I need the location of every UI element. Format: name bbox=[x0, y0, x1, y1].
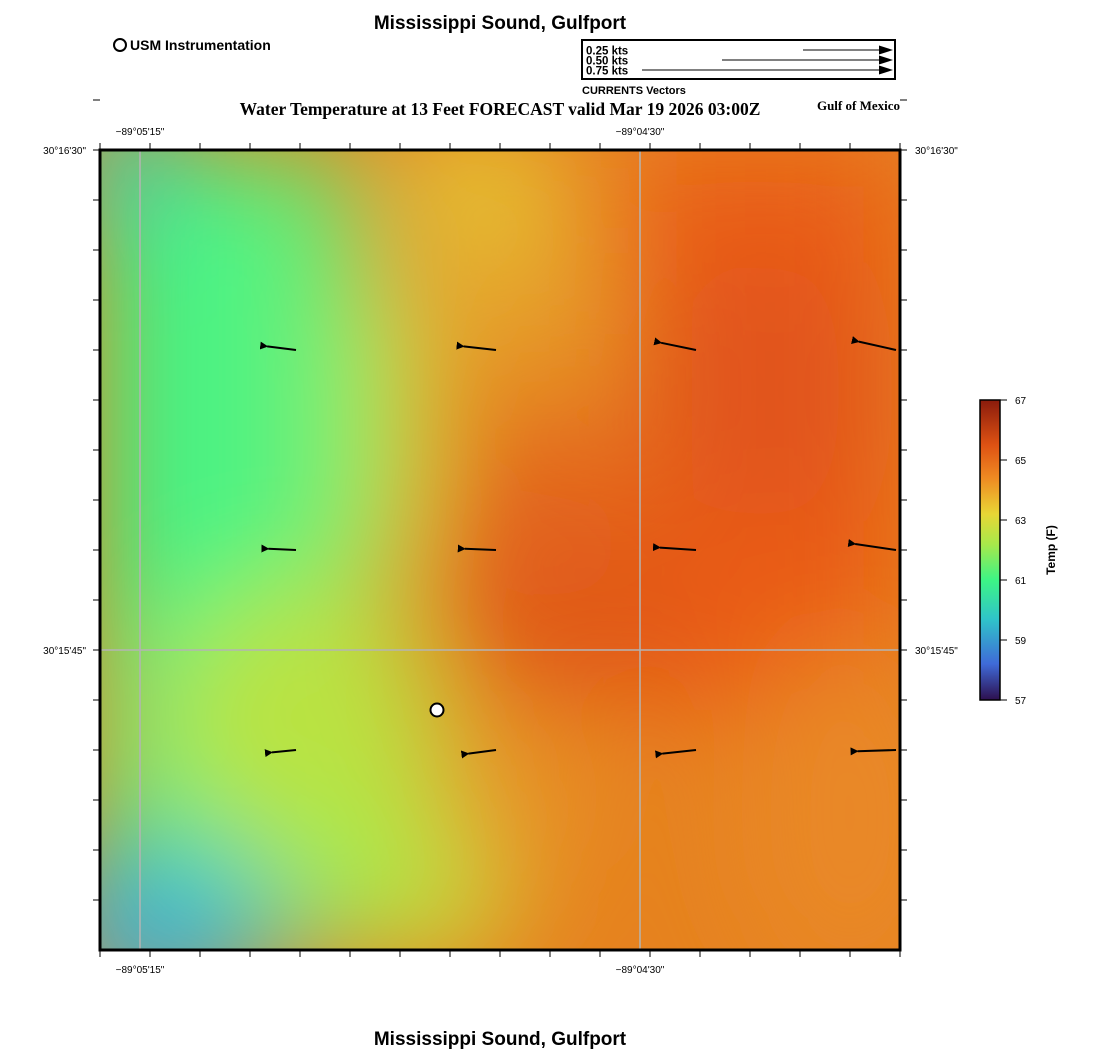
current-vector bbox=[850, 747, 897, 756]
legend-arrowhead-050 bbox=[879, 55, 893, 65]
current-vectors bbox=[259, 336, 897, 759]
lon-label-bottom-2: −89°04'30" bbox=[616, 965, 665, 976]
current-vector bbox=[460, 749, 497, 759]
vector-legend-entry-025: 0.25 kts bbox=[586, 46, 628, 58]
vector-legend: 0.25 kts 0.50 kts 0.75 kts CURRENTS Vect… bbox=[581, 39, 896, 97]
lon-label-bottom-1: −89°05'15" bbox=[116, 965, 165, 976]
vector-legend-caption: CURRENTS Vectors bbox=[582, 85, 686, 97]
region-label: Gulf of Mexico bbox=[817, 98, 900, 113]
lat-label-right-2: 30°15'45" bbox=[915, 646, 958, 657]
current-vector bbox=[259, 341, 297, 351]
colorbar-scale bbox=[979, 399, 1001, 701]
current-vector bbox=[264, 749, 297, 758]
vector-legend-entry-050: 0.50 kts bbox=[586, 56, 628, 68]
colorbar-tick-label: 63 bbox=[1015, 516, 1027, 527]
graticule bbox=[100, 150, 900, 950]
vector-legend-entry-075: 0.75 kts bbox=[586, 66, 628, 78]
frame-ticks bbox=[93, 99, 907, 957]
colorbar-tick-label: 59 bbox=[1015, 636, 1027, 647]
station-legend-label: USM Instrumentation bbox=[130, 37, 271, 53]
colorbar-ticks: 67 65 63 61 59 57 bbox=[1000, 396, 1027, 707]
location-title: Mississippi Sound, Gulfport bbox=[374, 13, 627, 34]
current-vector bbox=[653, 337, 697, 351]
current-vector bbox=[655, 749, 697, 759]
colorbar-tick-label: 57 bbox=[1015, 696, 1027, 707]
current-vector bbox=[652, 543, 697, 552]
legend-arrowhead-025 bbox=[879, 45, 893, 55]
map-title: Water Temperature at 13 Feet FORECAST va… bbox=[240, 99, 761, 119]
current-vector bbox=[457, 544, 497, 553]
colorbar: 67 65 63 61 59 57 Temp (F) bbox=[979, 396, 1058, 707]
colorbar-tick-label: 65 bbox=[1015, 456, 1027, 467]
lat-label-left-1: 30°16'30" bbox=[43, 146, 86, 157]
current-vector bbox=[851, 336, 897, 351]
usm-station-marker[interactable] bbox=[429, 702, 445, 718]
current-vector bbox=[261, 544, 297, 553]
colorbar-tick-label: 67 bbox=[1015, 396, 1027, 407]
open-circle-icon bbox=[113, 38, 127, 52]
lon-label-top-1: −89°05'15" bbox=[116, 127, 165, 138]
colorbar-tick-label: 61 bbox=[1015, 576, 1027, 587]
colorbar-label: Temp (F) bbox=[1044, 525, 1058, 575]
footer-title: Mississippi Sound, Gulfport bbox=[374, 1029, 627, 1050]
station-legend: USM Instrumentation bbox=[113, 37, 271, 53]
lat-label-right-1: 30°16'30" bbox=[915, 146, 958, 157]
current-vector bbox=[456, 341, 497, 351]
legend-arrowhead-075 bbox=[879, 65, 893, 75]
current-vector bbox=[847, 539, 897, 551]
lon-label-top-2: −89°04'30" bbox=[616, 127, 665, 138]
lat-label-left-2: 30°15'45" bbox=[43, 646, 86, 657]
temperature-field bbox=[100, 150, 900, 950]
